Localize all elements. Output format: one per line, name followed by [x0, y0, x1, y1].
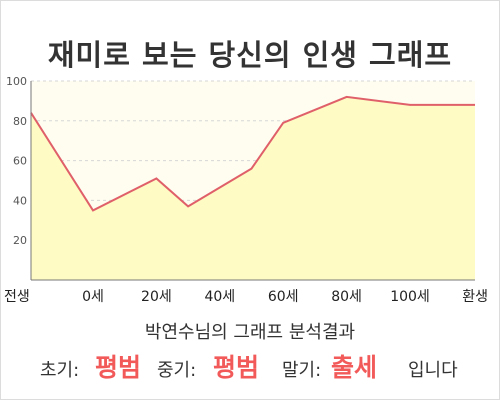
y-tick-labels: 20 40 60 80 100: [6, 75, 27, 247]
early-value: 평범: [95, 348, 141, 384]
result-suffix: 입니다: [408, 356, 458, 382]
analysis-heading: 박연수님의 그래프 분석결과: [0, 318, 500, 344]
y-tick-label-20: 20: [13, 234, 27, 247]
x-tick-label-5: 80세: [331, 289, 362, 305]
y-tick-label-80: 80: [13, 115, 27, 128]
middle-value: 평범: [213, 348, 259, 384]
x-tick-label-4: 60세: [268, 289, 299, 305]
x-tick-label-7: 환생: [462, 289, 488, 305]
y-tick-label-40: 40: [13, 194, 27, 207]
x-tick-labels: 전생 0세 20세 40세 60세 80세 100세 환생: [4, 289, 488, 305]
y-tick-label-60: 60: [13, 155, 27, 168]
analysis-result-row: 초기: 평범 중기: 평범 말기: 출세 입니다: [0, 344, 500, 380]
x-tick-label-6: 100세: [390, 289, 430, 305]
x-tick-label-3: 40세: [204, 289, 235, 305]
x-tick-label-0: 전생: [4, 289, 30, 305]
early-label: 초기:: [40, 356, 79, 382]
middle-label: 중기:: [157, 356, 196, 382]
x-tick-label-2: 20세: [141, 289, 172, 305]
x-tick-label-1: 0세: [82, 289, 104, 305]
y-tick-label-100: 100: [6, 75, 27, 88]
late-value: 출세: [331, 348, 377, 384]
late-label: 말기:: [282, 356, 321, 382]
